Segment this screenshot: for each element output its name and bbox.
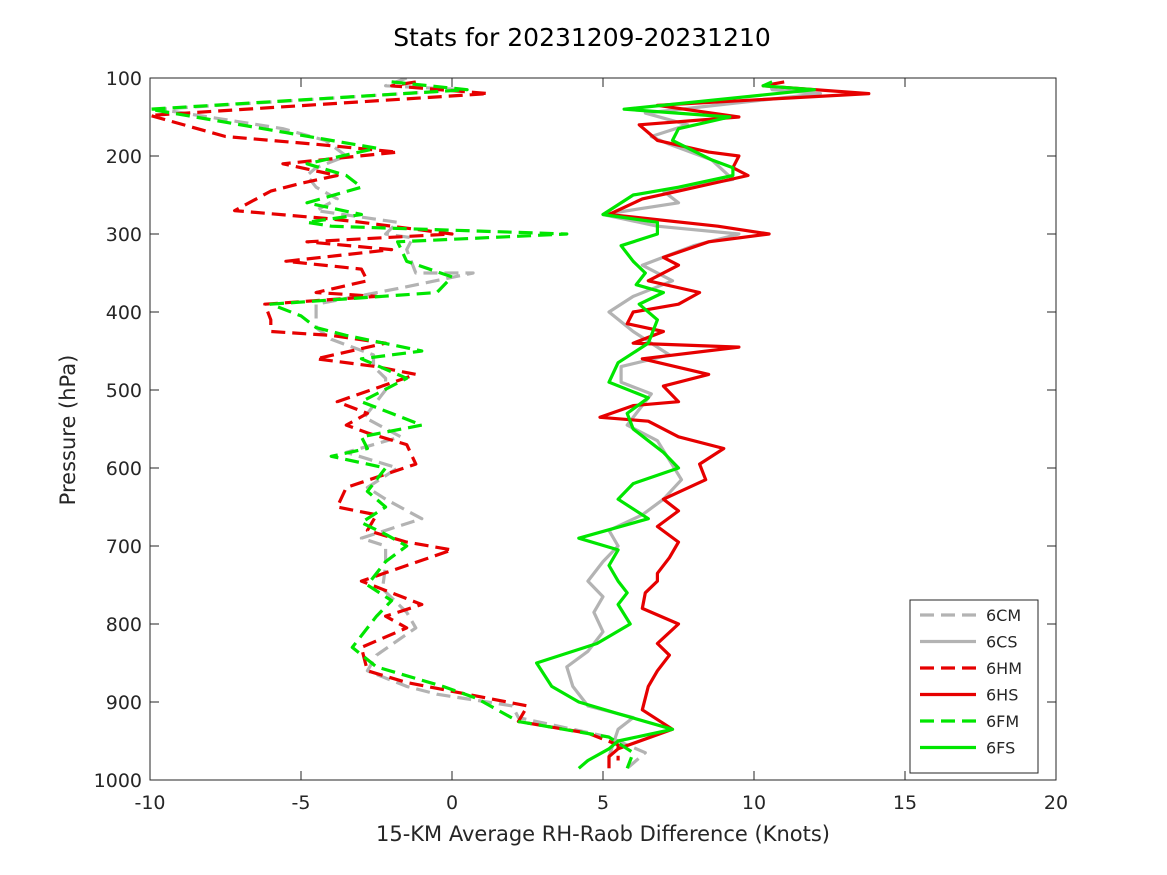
series-line-6cm xyxy=(157,78,647,770)
legend-box xyxy=(909,599,1039,774)
legend-label-6fs: 6FS xyxy=(986,739,1015,758)
y-axis: 100 200 300 400 500 600 700 800 900 1000 xyxy=(94,68,1056,792)
y-tick-label: 600 xyxy=(106,458,142,480)
series-line-6hm xyxy=(150,80,620,761)
y-tick-label: 900 xyxy=(106,692,142,714)
chart-title: Stats for 20231209-20231210 xyxy=(393,23,771,52)
legend-label-6hm: 6HM xyxy=(986,659,1022,678)
x-tick-label: 5 xyxy=(597,792,609,814)
y-tick-label: 1000 xyxy=(94,770,142,792)
x-tick-label: 20 xyxy=(1044,792,1068,814)
legend-label-6cm: 6CM xyxy=(986,606,1021,625)
legend: 6CM 6CS 6HM 6HS 6FM 6FS xyxy=(909,599,1039,774)
y-tick-label: 400 xyxy=(106,302,142,324)
x-tick-label: 15 xyxy=(893,792,917,814)
x-tick-label: 0 xyxy=(446,792,458,814)
series-line-6fs xyxy=(534,80,817,770)
plot-background xyxy=(150,78,1056,780)
x-tick-label: -10 xyxy=(134,792,165,814)
series-layer xyxy=(150,78,871,770)
legend-label-6cs: 6CS xyxy=(986,633,1018,652)
y-axis-label: Pressure (hPa) xyxy=(56,355,80,506)
y-tick-label: 800 xyxy=(106,614,142,636)
series-line-6cs xyxy=(565,81,823,769)
x-axis: -10 -5 0 5 10 15 20 xyxy=(134,78,1068,814)
x-tick-label: 10 xyxy=(742,792,766,814)
y-tick-label: 200 xyxy=(106,146,142,168)
y-tick-label: 100 xyxy=(106,68,142,90)
x-axis-label: 15-KM Average RH-Raob Difference (Knots) xyxy=(376,822,830,846)
series-line-6fm xyxy=(150,80,635,769)
legend-label-6fm: 6FM xyxy=(986,712,1019,731)
series-line-6hs xyxy=(598,80,871,769)
y-tick-label: 500 xyxy=(106,380,142,402)
legend-label-6hs: 6HS xyxy=(986,686,1018,705)
x-tick-label: -5 xyxy=(292,792,311,814)
y-tick-label: 700 xyxy=(106,536,142,558)
y-tick-label: 300 xyxy=(106,224,142,246)
plot-area xyxy=(149,77,1057,781)
